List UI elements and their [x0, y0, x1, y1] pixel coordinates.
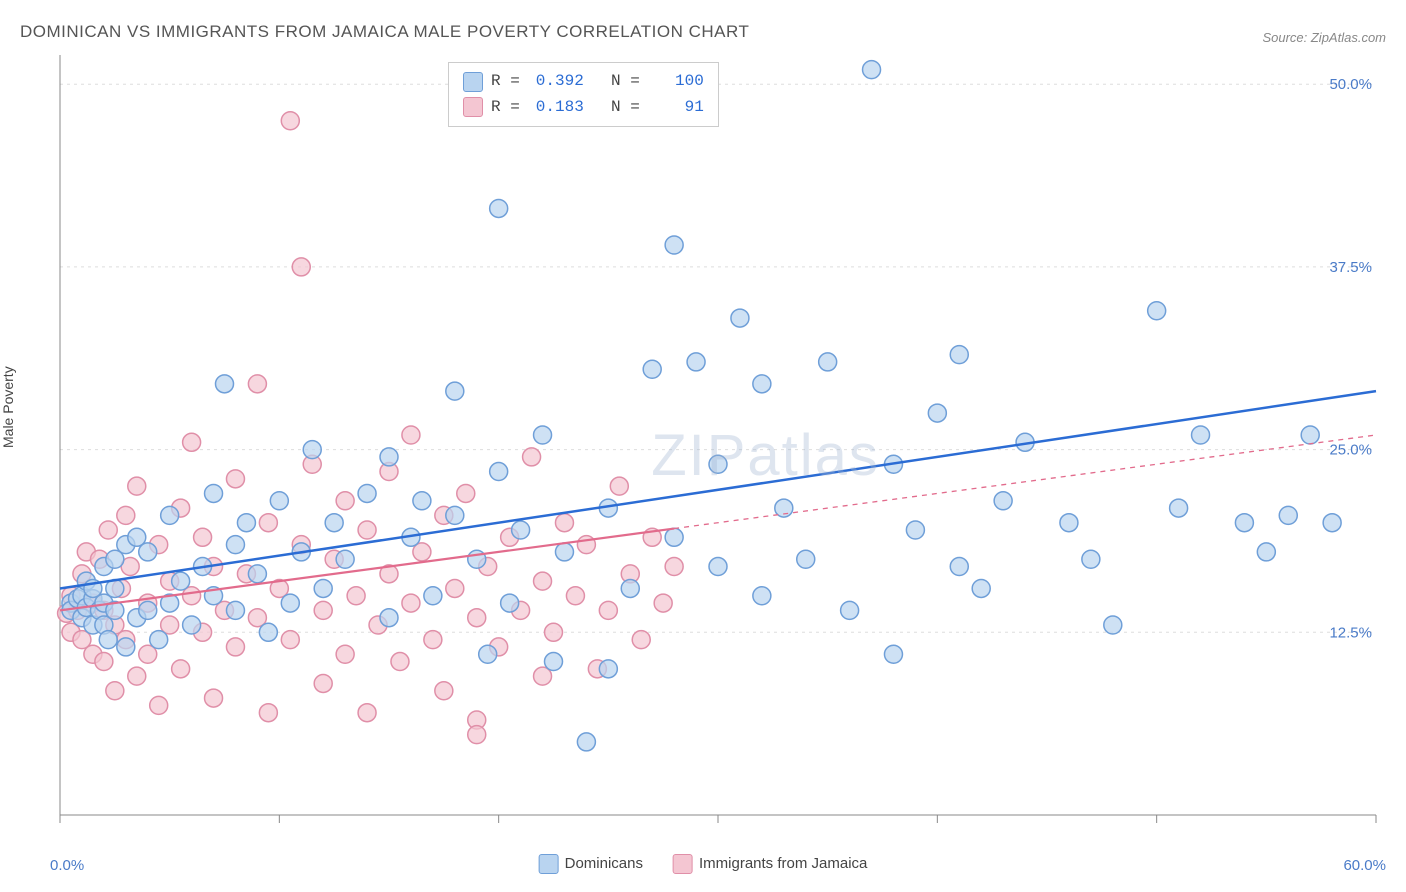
n-value: 91 [648, 95, 704, 121]
legend-item: Dominicans [539, 854, 643, 874]
n-label: N = [592, 95, 640, 121]
legend-swatch [463, 72, 483, 92]
legend-swatch [463, 97, 483, 117]
legend-swatch [539, 854, 559, 874]
svg-text:12.5%: 12.5% [1329, 624, 1372, 641]
scatter-chart: 12.5%25.0%37.5%50.0% ZIPatlas [50, 55, 1386, 835]
n-value: 100 [648, 69, 704, 95]
y-axis-label: Male Poverty [0, 366, 16, 448]
x-axis-min-label: 0.0% [50, 857, 84, 874]
legend-item: Immigrants from Jamaica [673, 854, 867, 874]
stats-row: R = 0.183 N = 91 [463, 95, 704, 121]
legend-label: Dominicans [565, 855, 643, 872]
legend-label: Immigrants from Jamaica [699, 855, 867, 872]
r-value: 0.392 [528, 69, 584, 95]
svg-text:37.5%: 37.5% [1329, 259, 1372, 276]
n-label: N = [592, 69, 640, 95]
bottom-legend: Dominicans Immigrants from Jamaica [539, 854, 868, 874]
svg-text:25.0%: 25.0% [1329, 442, 1372, 459]
chart-title: DOMINICAN VS IMMIGRANTS FROM JAMAICA MAL… [20, 22, 749, 42]
r-label: R = [491, 95, 520, 121]
stats-legend: R = 0.392 N = 100 R = 0.183 N = 91 [448, 62, 719, 127]
chart-svg: 12.5% 25.0% 37.5% 50.0% [50, 55, 1386, 835]
svg-text:50.0%: 50.0% [1329, 76, 1372, 93]
source-label: Source: ZipAtlas.com [1262, 30, 1386, 45]
x-axis-max-label: 60.0% [1343, 857, 1386, 874]
r-label: R = [491, 69, 520, 95]
stats-row: R = 0.392 N = 100 [463, 69, 704, 95]
legend-swatch [673, 854, 693, 874]
r-value: 0.183 [528, 95, 584, 121]
